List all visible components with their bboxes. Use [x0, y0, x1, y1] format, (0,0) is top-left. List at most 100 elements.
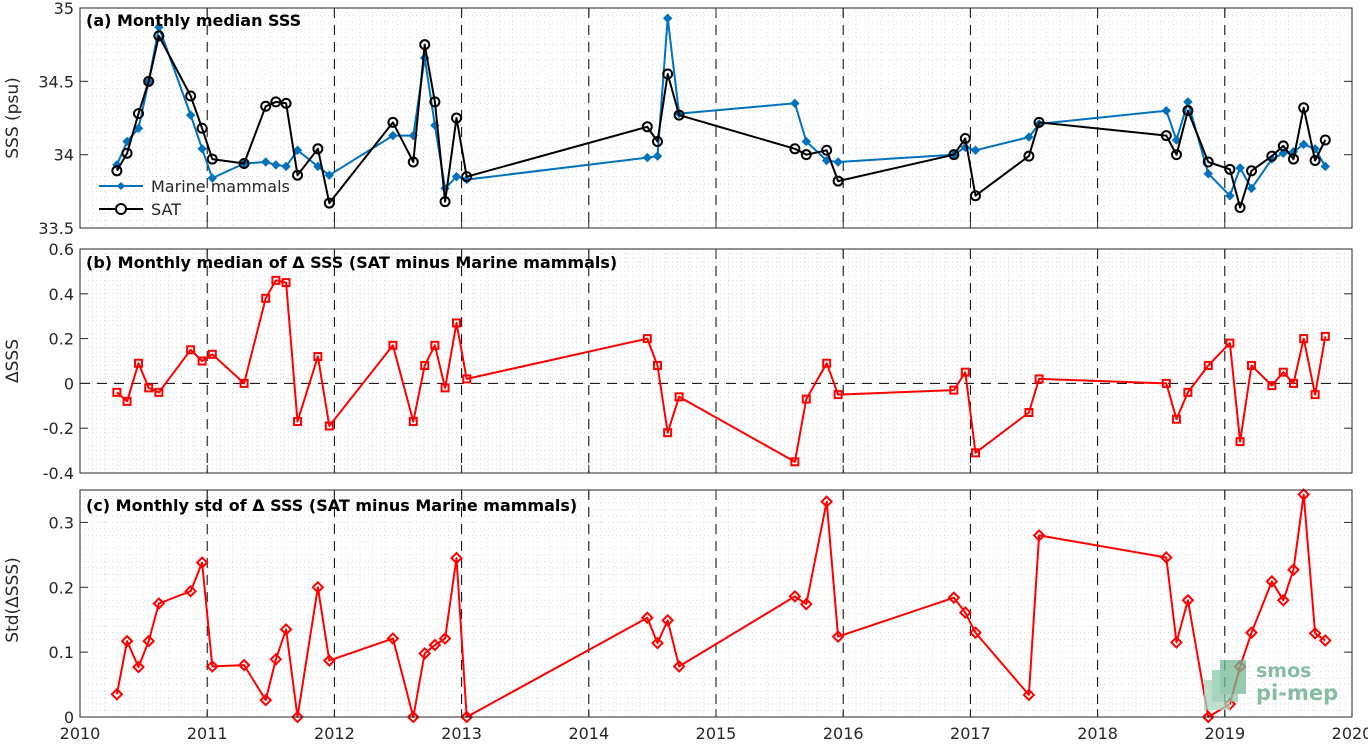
data-point: [185, 90, 197, 102]
data-point: [207, 349, 217, 359]
x-tick-label: 2010: [60, 724, 101, 743]
data-point: [152, 597, 166, 610]
data-point: [1034, 374, 1044, 384]
data-point: [970, 448, 980, 458]
x-tick-label: 2012: [314, 724, 355, 743]
data-point: [1032, 528, 1046, 542]
data-point: [1160, 130, 1172, 142]
data-point: [195, 556, 209, 570]
data-point: [1320, 161, 1330, 172]
data-point: [790, 98, 800, 109]
panel-title: (b) Monthly median of Δ SSS (SAT minus M…: [86, 253, 617, 272]
data-point: [1320, 331, 1330, 341]
data-point: [1267, 381, 1277, 391]
data-point: [673, 109, 685, 121]
data-point: [386, 632, 400, 645]
data-point: [1203, 169, 1213, 179]
x-tick-label: 2015: [696, 724, 737, 743]
data-point: [970, 145, 981, 155]
data-point: [408, 416, 418, 426]
y-axis-label: SSS (psu): [3, 77, 23, 158]
data-point: [281, 278, 291, 288]
data-point: [1245, 626, 1258, 640]
data-point: [642, 152, 653, 163]
data-point: [324, 170, 335, 180]
data-point: [143, 75, 155, 87]
data-point: [197, 144, 207, 154]
data-point: [1247, 360, 1257, 370]
data-point: [1298, 139, 1309, 150]
y-tick-label: 0.2: [49, 578, 74, 597]
data-point: [1319, 134, 1331, 146]
data-point: [111, 165, 123, 177]
data-point: [238, 157, 250, 169]
data-point: [419, 39, 431, 51]
data-point: [1224, 163, 1236, 175]
data-point: [313, 352, 323, 362]
data-point: [205, 659, 219, 673]
data-point: [279, 623, 293, 636]
data-point: [429, 96, 441, 108]
data-point: [440, 383, 450, 393]
data-point: [292, 169, 304, 181]
data-point: [206, 153, 218, 165]
smos-pimep-logo: smos pi-mep: [1204, 660, 1338, 710]
data-point: [270, 96, 282, 108]
data-point: [280, 97, 292, 109]
series-line-series-1: [116, 279, 1327, 463]
x-tick-label: 2013: [441, 724, 482, 743]
data-point: [820, 495, 834, 509]
data-point: [1161, 378, 1171, 388]
data-point: [801, 136, 812, 147]
data-point: [134, 358, 144, 368]
x-tick-label: 2014: [568, 724, 609, 743]
data-point: [1287, 563, 1300, 577]
data-point: [821, 144, 833, 156]
data-point: [641, 121, 653, 133]
x-axis-ticks: 2010 2011 2012 2013 2014 2015 2016 2017 2018 2019…: [60, 724, 1368, 743]
x-tick-label: 2011: [187, 724, 228, 743]
data-point: [1318, 634, 1332, 647]
data-point: [1171, 414, 1181, 424]
data-point: [388, 340, 398, 350]
data-point: [311, 580, 325, 594]
data-point: [121, 147, 133, 159]
data-point: [292, 145, 303, 155]
data-point: [662, 13, 673, 23]
data-point: [661, 613, 675, 627]
data-point: [261, 157, 271, 167]
data-point: [271, 275, 281, 285]
data-point: [959, 133, 971, 145]
data-point: [1235, 163, 1245, 173]
data-point: [1171, 135, 1182, 145]
data-point: [406, 710, 420, 724]
data-point: [833, 390, 843, 400]
data-point: [133, 123, 144, 133]
data-point: [271, 160, 281, 170]
legend-label-sat: SAT: [151, 200, 181, 219]
data-point: [420, 360, 430, 370]
series-line-marine-mammals: [115, 17, 1327, 197]
data-point: [949, 385, 959, 395]
data-point: [207, 173, 217, 183]
data-point: [790, 457, 800, 467]
y-axis-label: ΔSSS: [3, 339, 23, 383]
data-point: [1310, 390, 1320, 400]
data-point: [153, 30, 165, 42]
data-point: [428, 638, 442, 652]
data-point: [674, 392, 684, 402]
data-point: [1234, 201, 1246, 213]
data-point: [388, 130, 398, 141]
data-point: [112, 387, 122, 397]
data-point: [672, 659, 686, 673]
data-point: [1277, 140, 1289, 152]
data-point: [197, 356, 207, 366]
data-point: [291, 710, 304, 724]
x-tick-label: 2016: [823, 724, 864, 743]
data-point: [142, 634, 156, 648]
data-point: [460, 710, 474, 724]
data-point: [1225, 338, 1235, 348]
panel-a: 33.5 34 34.5 35 SSS (psu) (a) Monthly media…: [3, 0, 1353, 238]
data-point: [1183, 387, 1193, 397]
data-point: [1170, 149, 1182, 161]
